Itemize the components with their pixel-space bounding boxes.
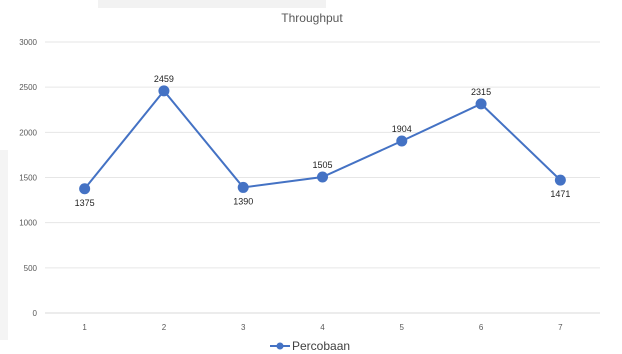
x-tick-label: 2: [162, 323, 167, 332]
y-tick-label: 2000: [19, 128, 37, 137]
data-label: 2459: [154, 74, 174, 84]
y-tick-label: 1000: [19, 219, 37, 228]
series-percobaan: [79, 85, 566, 195]
data-label: 1505: [312, 160, 332, 170]
x-tick-label: 1: [82, 323, 87, 332]
data-point: [158, 85, 170, 97]
data-label: 1471: [550, 189, 570, 199]
data-point: [317, 171, 328, 183]
top-edge-fragment: [98, 0, 326, 8]
x-tick-label: 4: [320, 323, 325, 332]
data-point: [396, 135, 408, 147]
data-point: [237, 181, 249, 193]
y-tick-label: 1500: [19, 174, 37, 183]
data-label: 1904: [392, 124, 412, 134]
x-tick-label: 3: [241, 323, 246, 332]
y-tick-label: 500: [24, 264, 38, 273]
x-tick-label: 6: [479, 323, 484, 332]
data-point: [554, 174, 566, 186]
data-labels: 1375 2459 1390 1505 1904 2315 1471: [75, 74, 571, 208]
x-tick-label: 7: [558, 323, 563, 332]
y-axis-ticks: 0 500 1000 1500 2000 2500 3000: [19, 38, 37, 318]
legend-label: Percobaan: [292, 339, 350, 353]
x-tick-label: 5: [400, 323, 405, 332]
data-point: [79, 183, 91, 195]
x-axis-ticks: 1 2 3 4 5 6 7: [82, 323, 563, 332]
y-tick-label: 0: [33, 309, 38, 318]
y-tick-label: 2500: [19, 83, 37, 92]
legend: Percobaan: [270, 339, 350, 353]
data-label: 1390: [233, 196, 253, 206]
data-point: [475, 98, 487, 110]
legend-marker: [276, 342, 284, 350]
y-tick-label: 3000: [19, 38, 37, 47]
data-label: 2315: [471, 87, 491, 97]
data-label: 1375: [75, 198, 95, 208]
chart-title: Throughput: [281, 11, 343, 25]
left-edge-fragment: [0, 150, 8, 340]
gridlines: [45, 41, 600, 314]
